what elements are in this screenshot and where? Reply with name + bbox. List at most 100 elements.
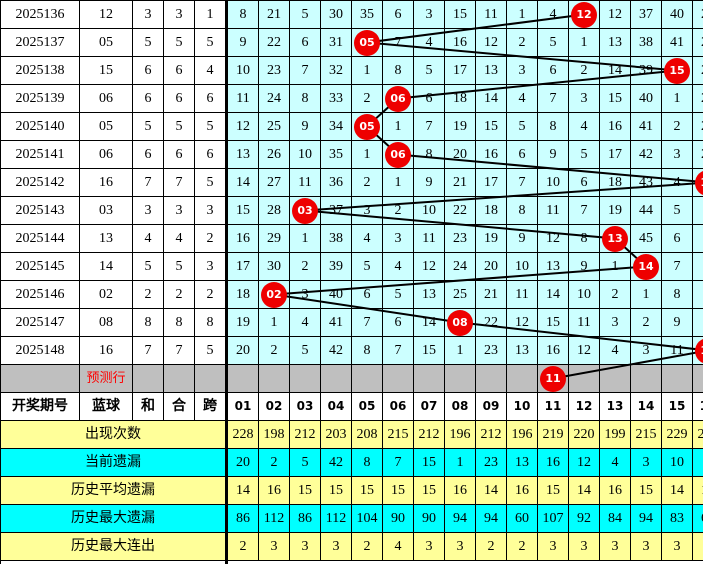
miss-cell[interactable]: 28 bbox=[692, 140, 703, 169]
miss-cell[interactable]: 1 bbox=[382, 112, 414, 141]
miss-cell[interactable]: 3 bbox=[661, 140, 693, 169]
miss-cell[interactable]: 17 bbox=[226, 252, 259, 281]
miss-cell[interactable]: 3 bbox=[568, 84, 600, 113]
miss-cell[interactable]: 12 bbox=[537, 224, 569, 253]
miss-cell[interactable]: 22 bbox=[475, 308, 507, 337]
miss-cell[interactable]: 11 bbox=[506, 280, 538, 309]
miss-cell[interactable]: 18 bbox=[226, 280, 259, 309]
miss-cell[interactable]: 35 bbox=[351, 0, 383, 29]
miss-cell[interactable]: 9 bbox=[289, 112, 321, 141]
header-number-08[interactable]: 08 bbox=[444, 392, 476, 421]
miss-cell[interactable]: 34 bbox=[320, 112, 352, 141]
miss-cell[interactable]: 9 bbox=[226, 28, 259, 57]
miss-cell[interactable]: 14 bbox=[630, 252, 662, 281]
miss-cell[interactable]: 5 bbox=[289, 336, 321, 365]
miss-cell[interactable]: 15 bbox=[537, 308, 569, 337]
miss-cell[interactable]: 4 bbox=[413, 28, 445, 57]
prediction-cell[interactable] bbox=[382, 364, 414, 393]
header-number-15[interactable]: 15 bbox=[661, 392, 693, 421]
miss-cell[interactable]: 3 bbox=[413, 0, 445, 29]
miss-cell[interactable]: 1 bbox=[568, 28, 600, 57]
header-number-09[interactable]: 09 bbox=[475, 392, 507, 421]
miss-cell[interactable]: 7 bbox=[351, 308, 383, 337]
miss-cell[interactable]: 18 bbox=[444, 84, 476, 113]
miss-cell[interactable]: 8 bbox=[506, 196, 538, 225]
miss-cell[interactable]: 21 bbox=[475, 280, 507, 309]
miss-cell[interactable]: 11 bbox=[475, 0, 507, 29]
miss-cell[interactable]: 9 bbox=[568, 252, 600, 281]
miss-cell[interactable]: 4 bbox=[382, 252, 414, 281]
miss-cell[interactable]: 2 bbox=[351, 168, 383, 197]
miss-cell[interactable]: 13 bbox=[413, 280, 445, 309]
miss-cell[interactable]: 26 bbox=[258, 140, 290, 169]
miss-cell[interactable]: 32 bbox=[320, 56, 352, 85]
miss-cell[interactable]: 10 bbox=[226, 56, 259, 85]
miss-cell[interactable]: 13 bbox=[599, 224, 631, 253]
miss-cell[interactable]: 7 bbox=[568, 196, 600, 225]
miss-cell[interactable]: 16 bbox=[475, 140, 507, 169]
miss-cell[interactable]: 16 bbox=[226, 224, 259, 253]
header-number-03[interactable]: 03 bbox=[289, 392, 321, 421]
miss-cell[interactable]: 8 bbox=[289, 84, 321, 113]
miss-cell[interactable]: 20 bbox=[475, 252, 507, 281]
miss-cell[interactable]: 14 bbox=[599, 56, 631, 85]
miss-cell[interactable]: 35 bbox=[320, 140, 352, 169]
miss-cell[interactable]: 2 bbox=[692, 224, 703, 253]
miss-cell[interactable]: 36 bbox=[320, 168, 352, 197]
miss-cell[interactable]: 10 bbox=[506, 252, 538, 281]
miss-cell[interactable]: 2 bbox=[630, 308, 662, 337]
miss-cell[interactable]: 5 bbox=[351, 28, 383, 57]
miss-cell[interactable]: 6 bbox=[382, 140, 414, 169]
miss-cell[interactable]: 40 bbox=[661, 0, 693, 29]
miss-cell[interactable]: 37 bbox=[320, 196, 352, 225]
header-number-12[interactable]: 12 bbox=[568, 392, 600, 421]
miss-cell[interactable]: 12 bbox=[475, 28, 507, 57]
miss-cell[interactable]: 19 bbox=[444, 112, 476, 141]
miss-cell[interactable]: 1 bbox=[289, 224, 321, 253]
miss-cell[interactable]: 43 bbox=[630, 168, 662, 197]
miss-cell[interactable]: 31 bbox=[320, 28, 352, 57]
miss-cell[interactable]: 2 bbox=[599, 280, 631, 309]
miss-cell[interactable]: 2 bbox=[568, 56, 600, 85]
miss-cell[interactable]: 10 bbox=[568, 280, 600, 309]
miss-cell[interactable]: 42 bbox=[320, 336, 352, 365]
miss-cell[interactable]: 7 bbox=[661, 252, 693, 281]
miss-cell[interactable]: 2 bbox=[258, 280, 290, 309]
miss-cell[interactable]: 41 bbox=[661, 28, 693, 57]
miss-cell[interactable]: 17 bbox=[444, 56, 476, 85]
miss-cell[interactable]: 30 bbox=[258, 252, 290, 281]
miss-cell[interactable]: 5 bbox=[568, 140, 600, 169]
miss-cell[interactable]: 4 bbox=[506, 84, 538, 113]
miss-cell[interactable]: 12 bbox=[568, 336, 600, 365]
miss-cell[interactable]: 3 bbox=[506, 56, 538, 85]
prediction-cell[interactable] bbox=[413, 364, 445, 393]
miss-cell[interactable]: 23 bbox=[475, 336, 507, 365]
miss-cell[interactable]: 4 bbox=[289, 308, 321, 337]
miss-cell[interactable]: 45 bbox=[630, 224, 662, 253]
miss-cell[interactable]: 18 bbox=[599, 168, 631, 197]
miss-cell[interactable]: 1 bbox=[351, 56, 383, 85]
prediction-cell[interactable] bbox=[289, 364, 321, 393]
miss-cell[interactable]: 3 bbox=[289, 196, 321, 225]
miss-cell[interactable]: 6 bbox=[537, 56, 569, 85]
prediction-cell[interactable] bbox=[506, 364, 538, 393]
miss-cell[interactable]: 7 bbox=[382, 28, 414, 57]
prediction-cell[interactable] bbox=[226, 364, 259, 393]
miss-cell[interactable]: 6 bbox=[382, 84, 414, 113]
miss-cell[interactable]: 4 bbox=[599, 336, 631, 365]
prediction-cell[interactable] bbox=[258, 364, 290, 393]
miss-cell[interactable]: 13 bbox=[226, 140, 259, 169]
miss-cell[interactable]: 1 bbox=[444, 336, 476, 365]
miss-cell[interactable]: 42 bbox=[630, 140, 662, 169]
miss-cell[interactable]: 11 bbox=[226, 84, 259, 113]
miss-cell[interactable]: 5 bbox=[413, 56, 445, 85]
miss-cell[interactable]: 11 bbox=[537, 196, 569, 225]
miss-cell[interactable]: 1 bbox=[351, 140, 383, 169]
miss-cell[interactable]: 8 bbox=[537, 112, 569, 141]
miss-cell[interactable]: 3 bbox=[599, 308, 631, 337]
miss-cell[interactable]: 14 bbox=[226, 168, 259, 197]
header-number-11[interactable]: 11 bbox=[537, 392, 569, 421]
miss-cell[interactable]: 4 bbox=[537, 0, 569, 29]
prediction-cell[interactable] bbox=[444, 364, 476, 393]
miss-cell[interactable]: 27 bbox=[692, 112, 703, 141]
